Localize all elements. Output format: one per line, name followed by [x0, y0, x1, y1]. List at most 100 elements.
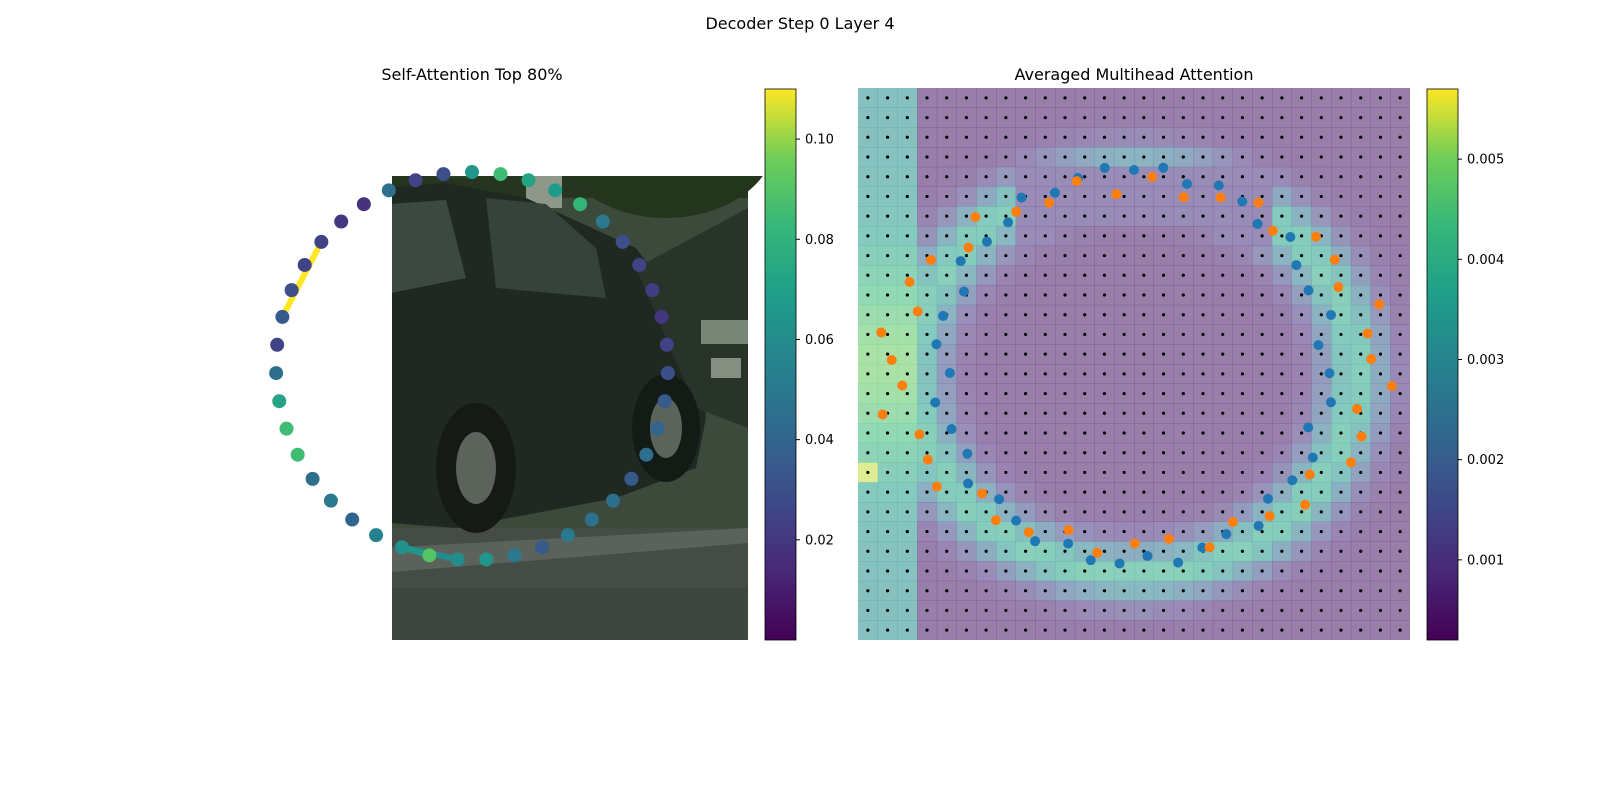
grid-dot: [964, 96, 969, 100]
grid-dot: [1201, 194, 1205, 199]
grid-dot: [1280, 510, 1284, 514]
grid-dot: [1142, 96, 1146, 100]
grid-dot: [1201, 372, 1205, 376]
grid-dot: [1201, 628, 1205, 632]
grid-dot: [925, 608, 929, 613]
grid-dot: [1161, 569, 1166, 573]
grid-dot: [1398, 352, 1402, 356]
grid-dot: [885, 372, 890, 376]
grid-dot: [984, 628, 988, 632]
grid-dot: [925, 293, 929, 297]
grid-dot: [1359, 293, 1363, 297]
grid-dot: [905, 549, 909, 553]
grid-dot: [1122, 411, 1126, 415]
grid-dot: [1102, 490, 1107, 494]
sampling-point-series-1: [1092, 547, 1103, 558]
grid-dot: [1299, 589, 1304, 593]
sampling-point-series-0: [958, 286, 969, 297]
sampling-point-series-1: [1129, 538, 1140, 549]
grid-dot: [1359, 391, 1363, 396]
grid-dot: [1181, 451, 1185, 455]
grid-dot: [1004, 253, 1008, 258]
grid-dot: [1142, 529, 1146, 534]
grid-dot: [1142, 214, 1146, 218]
grid-dot: [1201, 115, 1205, 120]
grid-dot: [1398, 332, 1402, 337]
grid-dot: [1280, 115, 1284, 120]
grid-dot: [1063, 352, 1067, 356]
grid-dot: [885, 608, 890, 613]
grid-dot: [1299, 155, 1304, 159]
grid-dot: [885, 529, 890, 534]
grid-dot: [925, 589, 929, 593]
sampling-point-series-0: [931, 339, 942, 350]
grid-dot: [984, 569, 988, 573]
sampling-point-series-0: [944, 367, 955, 378]
grid-dot: [1201, 96, 1205, 100]
grid-dot: [1122, 115, 1126, 120]
grid-dot: [1280, 529, 1284, 534]
grid-dot: [1083, 529, 1087, 534]
grid-dot: [885, 155, 890, 159]
grid-dot: [1083, 313, 1087, 317]
grid-dot: [905, 352, 909, 356]
grid-dot: [1102, 411, 1107, 415]
grid-dot: [1063, 391, 1067, 396]
grid-dot: [1398, 431, 1402, 435]
grid-dot: [1299, 293, 1304, 297]
grid-dot: [964, 608, 969, 613]
grid-dot: [1083, 628, 1087, 632]
grid-dot: [866, 293, 870, 297]
attention-point-20: [507, 548, 522, 563]
grid-dot: [1201, 529, 1205, 534]
grid-dot: [1378, 470, 1383, 475]
grid-dot: [1299, 391, 1304, 396]
grid-dot: [984, 510, 988, 514]
grid-dot: [1063, 589, 1067, 593]
grid-dot: [1181, 135, 1185, 139]
grid-dot: [885, 549, 890, 553]
grid-dot: [925, 411, 929, 415]
grid-dot: [1083, 352, 1087, 356]
grid-dot: [1063, 175, 1067, 179]
grid-dot: [866, 490, 870, 494]
grid-dot: [1083, 372, 1087, 376]
grid-dot: [885, 470, 890, 475]
grid-dot: [1240, 96, 1245, 100]
grid-dot: [866, 628, 870, 632]
grid-dot: [1063, 135, 1067, 139]
grid-dot: [1339, 510, 1343, 514]
grid-dot: [1043, 490, 1047, 494]
grid-dot: [1122, 194, 1126, 199]
grid-dot: [1240, 234, 1245, 238]
grid-dot: [1260, 96, 1264, 100]
grid-dot: [1339, 332, 1343, 337]
grid-dot: [1299, 115, 1304, 120]
attention-point-1: [493, 167, 508, 182]
grid-dot: [984, 155, 988, 159]
grid-dot: [1023, 352, 1028, 356]
grid-dot: [1004, 608, 1008, 613]
grid-dot: [1043, 135, 1047, 139]
grid-dot: [964, 313, 969, 317]
grid-dot: [1299, 273, 1304, 277]
grid-dot: [1299, 569, 1304, 573]
grid-dot: [1221, 96, 1225, 100]
grid-dot: [1142, 313, 1146, 317]
grid-dot: [1319, 372, 1323, 376]
grid-dot: [1142, 273, 1146, 277]
grid-dot: [1319, 589, 1323, 593]
grid-dot: [1339, 411, 1343, 415]
grid-dot: [984, 313, 988, 317]
grid-dot: [1359, 470, 1363, 475]
grid-dot: [1260, 234, 1264, 238]
grid-dot: [1221, 628, 1225, 632]
grid-dot: [1221, 549, 1225, 553]
grid-dot: [1398, 451, 1402, 455]
grid-dot: [1083, 490, 1087, 494]
sampling-point-series-1: [1204, 542, 1215, 553]
grid-dot: [1004, 411, 1008, 415]
grid-dot: [1181, 372, 1185, 376]
sampling-point-series-0: [1263, 493, 1274, 504]
grid-dot: [945, 608, 949, 613]
